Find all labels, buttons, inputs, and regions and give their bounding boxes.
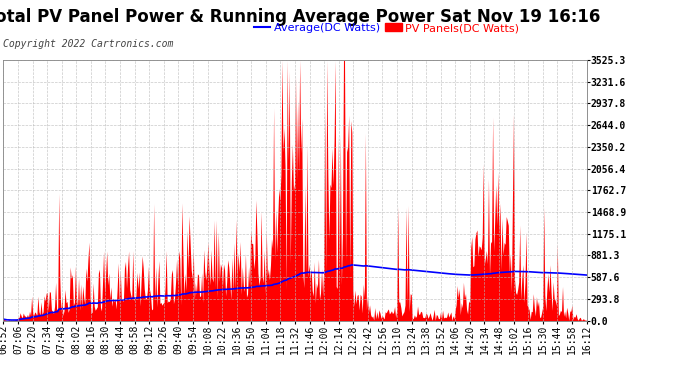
Text: Copyright 2022 Cartronics.com: Copyright 2022 Cartronics.com <box>3 39 174 50</box>
Text: Total PV Panel Power & Running Average Power Sat Nov 19 16:16: Total PV Panel Power & Running Average P… <box>0 8 600 26</box>
Legend: Average(DC Watts), PV Panels(DC Watts): Average(DC Watts), PV Panels(DC Watts) <box>249 19 524 38</box>
